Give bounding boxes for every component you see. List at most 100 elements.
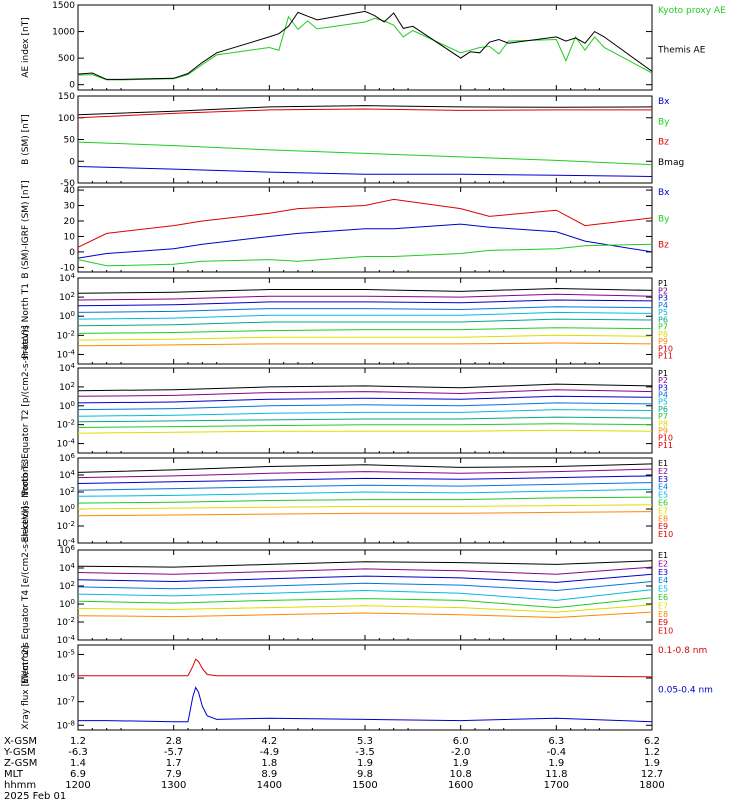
y-tick-label: 10-2 <box>57 616 75 628</box>
y-tick-label: 1000 <box>52 28 75 38</box>
orbit-row-value: -5.7 <box>164 747 184 758</box>
y-tick-label: 100 <box>58 114 75 124</box>
legend-entry: P4 <box>658 301 668 310</box>
series-line-p5 <box>78 311 652 320</box>
legend-entry: 0.05-0.4 nm <box>658 686 713 696</box>
orbit-row-value: 9.8 <box>357 769 373 780</box>
orbit-row-value: 5.3 <box>357 736 373 747</box>
y-tick-label: 10-4 <box>57 348 76 360</box>
y-tick-label: 100 <box>59 400 75 412</box>
series-line-bx <box>78 223 652 259</box>
series-line-p7 <box>78 423 652 428</box>
y-axis-label: Electrons Equator T4 [e/(cm2-s-sr-keV)] <box>21 506 31 684</box>
orbit-table: X-GSM 1.2 2.8 4.2 5.3 6.0 6.3 6.2 Y-GSM -6.3 -5.7 -… <box>3 736 665 800</box>
series-line-p8 <box>78 429 652 434</box>
y-tick-label: 10-4 <box>57 634 76 646</box>
y-tick-label: 100 <box>59 503 75 515</box>
orbit-row-value: 11.8 <box>545 769 567 780</box>
legend-entry: E10 <box>658 530 673 539</box>
orbit-row-value: 1.7 <box>166 758 182 769</box>
orbit-row-value: 1400 <box>257 780 282 791</box>
legend-entry: P8 <box>658 330 668 339</box>
legend-entry: E4 <box>658 483 668 492</box>
legend-entry: E9 <box>658 618 668 627</box>
series-line-e8 <box>78 611 652 619</box>
series-line-p1 <box>78 383 652 392</box>
orbit-row-label: Z-GSM <box>4 758 37 769</box>
orbit-row-value: 1.8 <box>261 758 277 769</box>
panel-6: 10-4 10-2 100 102 104 106 Electrons North T3 E1… <box>21 452 673 549</box>
series-line-e4 <box>78 581 652 592</box>
series-line-kyoto-proxy-ae <box>78 15 652 81</box>
series-line-e2 <box>78 566 652 575</box>
series-line-p9 <box>78 342 652 347</box>
orbit-row-value: 1.2 <box>70 736 86 747</box>
series-group <box>78 658 652 723</box>
legend-entry: By <box>658 117 670 127</box>
orbit-row-value: 1500 <box>352 780 377 791</box>
y-tick-label: 106 <box>59 452 75 464</box>
orbit-row-value: 8.9 <box>261 769 277 780</box>
y-tick-label: 10-4 <box>57 537 76 549</box>
y-tick-label: 104 <box>59 562 75 574</box>
series-group <box>78 10 652 81</box>
orbit-row-value: 1.4 <box>70 758 86 769</box>
orbit-row-label: MLT <box>4 769 24 780</box>
y-tick-label: -10 <box>60 263 75 273</box>
series-group <box>78 383 652 434</box>
date-label: 2025 Feb 01 <box>4 791 66 800</box>
legend-entry: P9 <box>658 337 668 346</box>
legend-entry: P7 <box>658 412 668 421</box>
legend-entry: Bz <box>658 138 669 148</box>
legend-entry: E8 <box>658 514 668 523</box>
orbit-row-value: 6.3 <box>548 736 564 747</box>
legend-entry: Bx <box>658 97 670 107</box>
panel-frame <box>77 549 653 641</box>
legend-entry: P10 <box>658 344 673 353</box>
orbit-row-value: 6.2 <box>644 736 660 747</box>
y-tick-label: 102 <box>59 486 75 498</box>
y-tick-label: 100 <box>59 310 75 322</box>
series-line-themis-ae <box>78 10 652 80</box>
series-line-p2 <box>78 293 652 301</box>
y-tick-label: -50 <box>60 179 75 189</box>
series-line-e5 <box>78 488 652 497</box>
y-axis-label: Protons Equator T2 [p/(cm2-s-sr-keV)] <box>21 326 31 496</box>
y-axis-label: Electrons North T3 <box>21 459 31 543</box>
legend-entry: P7 <box>658 323 668 332</box>
series-line-bmag <box>78 105 652 116</box>
panel-frame <box>77 277 653 365</box>
orbit-row-value: -2.0 <box>451 747 471 758</box>
legend-entry: P1 <box>658 279 668 288</box>
orbit-row-value: -0.4 <box>547 747 567 758</box>
y-axis-label: Xray flux [W/m^2] <box>21 645 31 729</box>
y-tick-label: 1500 <box>52 1 75 11</box>
series-line-e7 <box>78 604 652 613</box>
orbit-row-value: -6.3 <box>68 747 88 758</box>
legend-entry: E2 <box>658 559 668 568</box>
series-line-bx <box>78 166 652 177</box>
series-line-p7 <box>78 327 652 334</box>
y-tick-label: 10-2 <box>57 419 75 431</box>
legend-entry: P5 <box>658 308 668 317</box>
legend-entry: P11 <box>658 352 673 361</box>
series-line-p6 <box>78 318 652 327</box>
orbit-row-value: 6.0 <box>453 736 469 747</box>
legend-entry: P3 <box>658 383 668 392</box>
y-tick-label: 102 <box>59 381 75 393</box>
series-line-0-05-0-4-nm <box>78 686 652 723</box>
y-axis-label: Protons North T1 <box>21 283 31 359</box>
legend-entry: E5 <box>658 585 668 594</box>
legend-entry: E7 <box>658 506 668 515</box>
legend-entry: E1 <box>658 459 668 468</box>
legend-entry: P10 <box>658 434 673 443</box>
legend-entry: P4 <box>658 391 668 400</box>
orbit-row-label: Y-GSM <box>3 747 36 758</box>
series-line-e2 <box>78 468 652 479</box>
y-tick-label: 20 <box>64 217 76 227</box>
y-axis-label: B (SM) [nT] <box>21 114 31 165</box>
series-group <box>78 560 652 619</box>
orbit-row-value: 1800 <box>639 780 664 791</box>
panel-frame <box>77 4 653 91</box>
panel-1: 0 500 1000 1500 AE index [nT] Kyoto proxy AE T… <box>21 1 726 91</box>
